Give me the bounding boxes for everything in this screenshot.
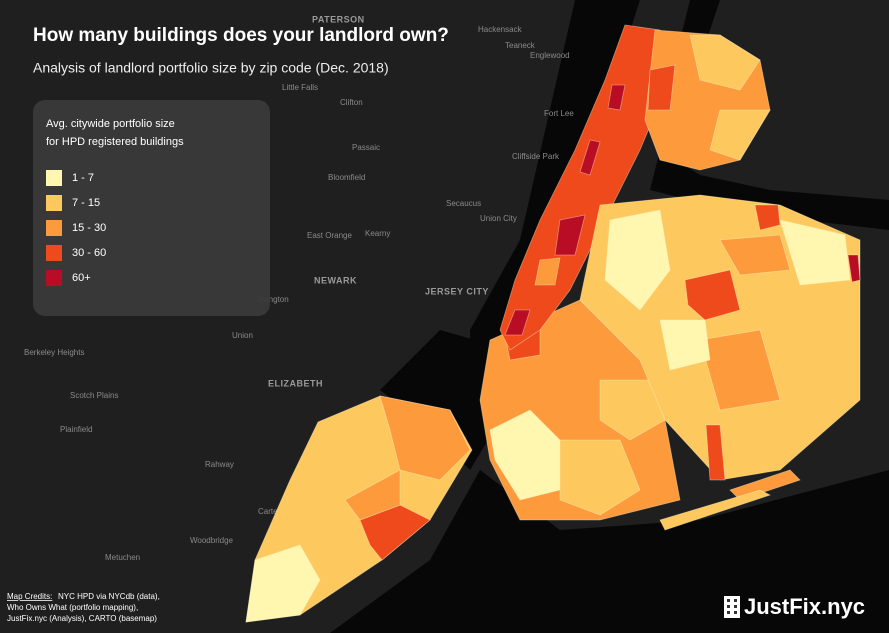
legend-label: 15 - 30 [72,222,106,234]
brand: JustFix.nyc [724,594,865,619]
zip-area [554,214,586,256]
brand-name: JustFix.nyc [744,594,865,619]
zip-area [534,257,561,286]
place-label: East Orange [307,231,352,240]
zip-area [719,234,791,276]
legend-label: 7 - 15 [72,197,100,209]
legend-swatch [46,245,62,261]
credits-line: Who Owns What (portfolio mapping), [7,603,138,612]
legend-label: 1 - 7 [72,172,94,184]
place-label: Rahway [205,460,234,469]
place-label: Union [232,331,253,340]
zip-area [344,469,401,521]
zip-area [754,204,781,231]
legend-swatch [46,270,62,286]
zip-area [245,544,321,623]
legend-swatch [46,220,62,236]
place-label: Scotch Plains [70,391,118,400]
zip-area [729,469,801,501]
legend-label: 30 - 60 [72,247,106,259]
place-label: NEWARK [314,275,357,285]
place-label: Little Falls [282,83,318,92]
zip-area [579,139,601,176]
place-label: Hackensack [478,25,523,34]
place-label: JERSEY CITY [425,286,489,296]
zip-area [847,254,861,283]
zip-area [647,64,676,111]
zip-areas [245,24,861,623]
place-label: Secaucus [446,199,481,208]
zip-area [659,319,711,371]
credits-label: Map Credits: [7,592,52,601]
place-label: ELIZABETH [268,378,323,388]
legend-swatch [46,170,62,186]
legend-swatch [46,195,62,211]
legend-title: Avg. citywide portfolio size [46,118,175,130]
place-label: Woodbridge [190,536,234,545]
place-label: PATERSON [312,14,365,24]
zip-area [379,395,471,481]
place-label: Plainfield [60,425,92,434]
legend-box [33,100,270,316]
place-label: Berkeley Heights [24,348,84,357]
zip-area [599,379,666,441]
place-label: Cliffside Park [512,152,560,161]
zip-area [689,34,761,91]
place-label: Carteret [258,507,288,516]
zip-area [705,424,726,481]
place-label: Metuchen [105,553,140,562]
zip-area [699,329,781,411]
place-label: Englewood [530,51,570,60]
brand-icon [724,596,740,618]
title: How many buildings does your landlord ow… [33,25,449,46]
zip-area [504,309,531,336]
credits-line: NYC HPD via NYCdb (data), [58,592,160,601]
place-label: Kearny [365,229,390,238]
place-label: Passaic [352,143,380,152]
place-label: Teaneck [505,41,536,50]
basemap-labels: PATERSON Clifton Passaic Little Falls Bl… [24,14,574,562]
legend: Avg. citywide portfolio size for HPD reg… [33,100,270,316]
legend-label: 60+ [72,272,91,284]
place-label: Irvington [258,295,289,304]
place-label: Clifton [340,98,363,107]
place-label: Bloomfield [328,173,365,182]
legend-items: 1 - 7 7 - 15 15 - 30 30 - 60 60+ [46,170,106,286]
zip-area [559,439,641,516]
zip-area [607,84,626,111]
credits: Map Credits: NYC HPD via NYCdb (data), W… [7,592,160,623]
place-label: Fort Lee [544,109,574,118]
zip-area [659,489,772,531]
zip-area [709,109,771,161]
zip-area [604,209,671,311]
zip-area [359,504,431,561]
legend-title: for HPD registered buildings [46,136,184,148]
zip-area [779,219,851,286]
zip-area [684,269,741,321]
place-label: Union City [480,214,517,223]
subtitle: Analysis of landlord portfolio size by z… [33,60,389,76]
credits-line: JustFix.nyc (Analysis), CARTO (basemap) [7,614,157,623]
